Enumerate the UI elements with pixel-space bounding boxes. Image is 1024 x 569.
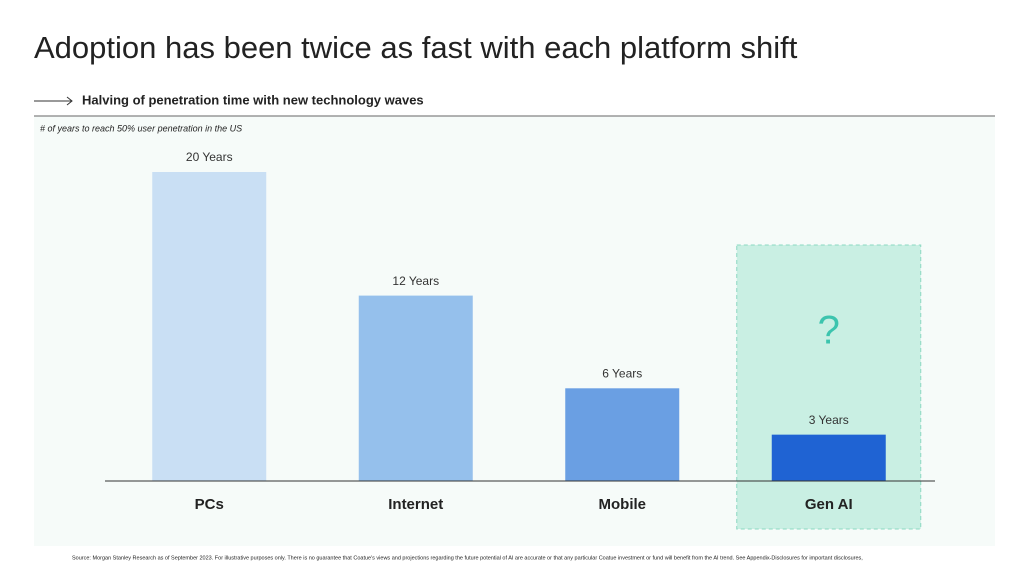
- x-tick-label: Mobile: [599, 496, 647, 513]
- arrow-head: [66, 96, 73, 106]
- bar: [358, 295, 473, 481]
- source-note: Source: Morgan Stanley Research as of Se…: [72, 555, 863, 561]
- value-label: 20 Years: [186, 150, 233, 164]
- x-tick-label: Gen AI: [805, 496, 853, 513]
- x-tick-label: Internet: [388, 496, 443, 513]
- highlight-box: [736, 244, 922, 530]
- value-label: 12 Years: [392, 274, 439, 288]
- x-tick-label: PCs: [195, 496, 224, 513]
- bar: [771, 434, 886, 481]
- y-label: # of years to reach 50% user penetration…: [40, 123, 242, 133]
- annotation: ?: [818, 309, 840, 353]
- chart-title: Adoption has been twice as fast with eac…: [34, 30, 798, 65]
- chart-subtitle: Halving of penetration time with new tec…: [82, 92, 424, 107]
- value-label: 3 Years: [809, 413, 849, 427]
- bar: [565, 388, 680, 481]
- value-label: 6 Years: [602, 366, 642, 380]
- bar: [152, 172, 267, 481]
